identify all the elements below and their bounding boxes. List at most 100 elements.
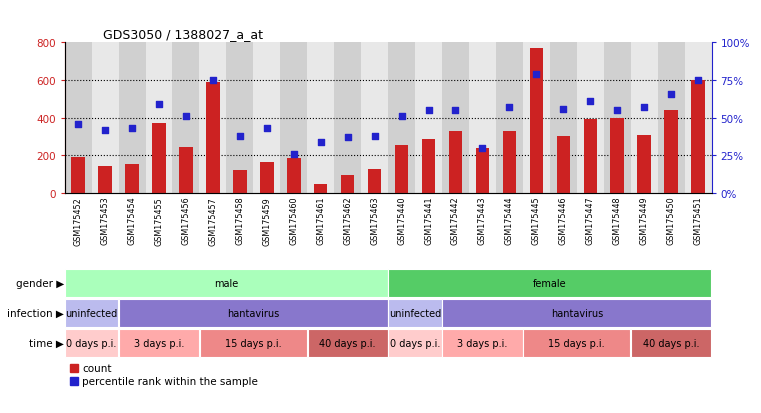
Bar bbox=[65, 43, 91, 194]
Point bbox=[126, 126, 139, 132]
Point bbox=[207, 78, 219, 84]
Bar bbox=[685, 43, 712, 194]
Text: 0 days p.i.: 0 days p.i. bbox=[66, 338, 117, 348]
Bar bbox=[72, 158, 85, 194]
Text: uninfected: uninfected bbox=[389, 308, 441, 318]
Bar bbox=[314, 184, 327, 194]
Bar bbox=[476, 148, 489, 194]
Point bbox=[450, 107, 462, 114]
Bar bbox=[577, 43, 603, 194]
Point bbox=[638, 104, 650, 111]
Point bbox=[261, 126, 273, 132]
Text: 40 days p.i.: 40 days p.i. bbox=[320, 338, 376, 348]
Bar bbox=[145, 43, 173, 194]
Point bbox=[503, 104, 515, 111]
Text: gender ▶: gender ▶ bbox=[16, 278, 64, 288]
Bar bbox=[664, 111, 678, 194]
Bar bbox=[307, 330, 388, 357]
Bar bbox=[199, 43, 227, 194]
Bar bbox=[119, 43, 145, 194]
Bar bbox=[307, 43, 334, 194]
Bar bbox=[388, 299, 441, 327]
Bar bbox=[260, 163, 273, 194]
Text: 15 days p.i.: 15 days p.i. bbox=[549, 338, 605, 348]
Point bbox=[342, 135, 354, 141]
Text: uninfected: uninfected bbox=[65, 308, 118, 318]
Point bbox=[422, 107, 435, 114]
Text: female: female bbox=[533, 278, 567, 288]
Bar bbox=[65, 299, 118, 327]
Bar bbox=[368, 170, 381, 194]
Point bbox=[180, 114, 192, 120]
Point bbox=[288, 151, 300, 158]
Bar bbox=[119, 299, 388, 327]
Bar bbox=[556, 136, 570, 194]
Legend: count, percentile rank within the sample: count, percentile rank within the sample bbox=[70, 363, 258, 387]
Bar bbox=[442, 299, 712, 327]
Bar bbox=[98, 166, 112, 194]
Bar bbox=[442, 330, 523, 357]
Bar bbox=[233, 171, 247, 194]
Bar bbox=[180, 147, 193, 194]
Point bbox=[611, 107, 623, 114]
Bar bbox=[631, 43, 658, 194]
Point bbox=[584, 99, 597, 105]
Bar bbox=[388, 43, 415, 194]
Point bbox=[692, 78, 704, 84]
Bar bbox=[152, 124, 166, 194]
Bar bbox=[691, 81, 705, 194]
Bar bbox=[388, 270, 712, 297]
Bar bbox=[119, 330, 199, 357]
Bar bbox=[287, 159, 301, 194]
Bar bbox=[584, 119, 597, 194]
Point bbox=[557, 106, 569, 113]
Bar bbox=[126, 164, 139, 194]
Bar bbox=[227, 43, 253, 194]
Text: 15 days p.i.: 15 days p.i. bbox=[225, 338, 282, 348]
Bar bbox=[253, 43, 280, 194]
Bar bbox=[65, 330, 118, 357]
Bar bbox=[341, 176, 355, 194]
Text: GDS3050 / 1388027_a_at: GDS3050 / 1388027_a_at bbox=[103, 28, 263, 41]
Point bbox=[665, 91, 677, 97]
Bar bbox=[449, 131, 462, 194]
Bar bbox=[361, 43, 388, 194]
Text: 0 days p.i.: 0 days p.i. bbox=[390, 338, 441, 348]
Bar bbox=[199, 330, 307, 357]
Bar bbox=[638, 135, 651, 194]
Bar bbox=[658, 43, 685, 194]
Bar bbox=[173, 43, 199, 194]
Text: hantavirus: hantavirus bbox=[228, 308, 279, 318]
Bar bbox=[631, 330, 712, 357]
Bar bbox=[415, 43, 442, 194]
Bar bbox=[442, 43, 469, 194]
Text: 3 days p.i.: 3 days p.i. bbox=[457, 338, 508, 348]
Bar bbox=[550, 43, 577, 194]
Point bbox=[396, 114, 408, 120]
Bar bbox=[422, 140, 435, 194]
Point bbox=[530, 71, 543, 78]
Bar bbox=[530, 49, 543, 194]
Point bbox=[476, 145, 489, 152]
Text: 40 days p.i.: 40 days p.i. bbox=[643, 338, 699, 348]
Bar bbox=[496, 43, 523, 194]
Text: 3 days p.i.: 3 days p.i. bbox=[134, 338, 184, 348]
Bar bbox=[523, 43, 550, 194]
Bar bbox=[523, 330, 630, 357]
Point bbox=[153, 102, 165, 108]
Bar bbox=[610, 119, 624, 194]
Bar bbox=[91, 43, 119, 194]
Bar bbox=[395, 146, 409, 194]
Text: time ▶: time ▶ bbox=[29, 338, 64, 348]
Bar bbox=[334, 43, 361, 194]
Point bbox=[314, 139, 326, 146]
Text: male: male bbox=[215, 278, 238, 288]
Bar bbox=[503, 131, 516, 194]
Point bbox=[99, 127, 111, 134]
Bar bbox=[65, 270, 388, 297]
Bar bbox=[603, 43, 631, 194]
Point bbox=[234, 133, 246, 140]
Text: infection ▶: infection ▶ bbox=[8, 308, 64, 318]
Point bbox=[72, 121, 84, 128]
Bar bbox=[206, 83, 220, 194]
